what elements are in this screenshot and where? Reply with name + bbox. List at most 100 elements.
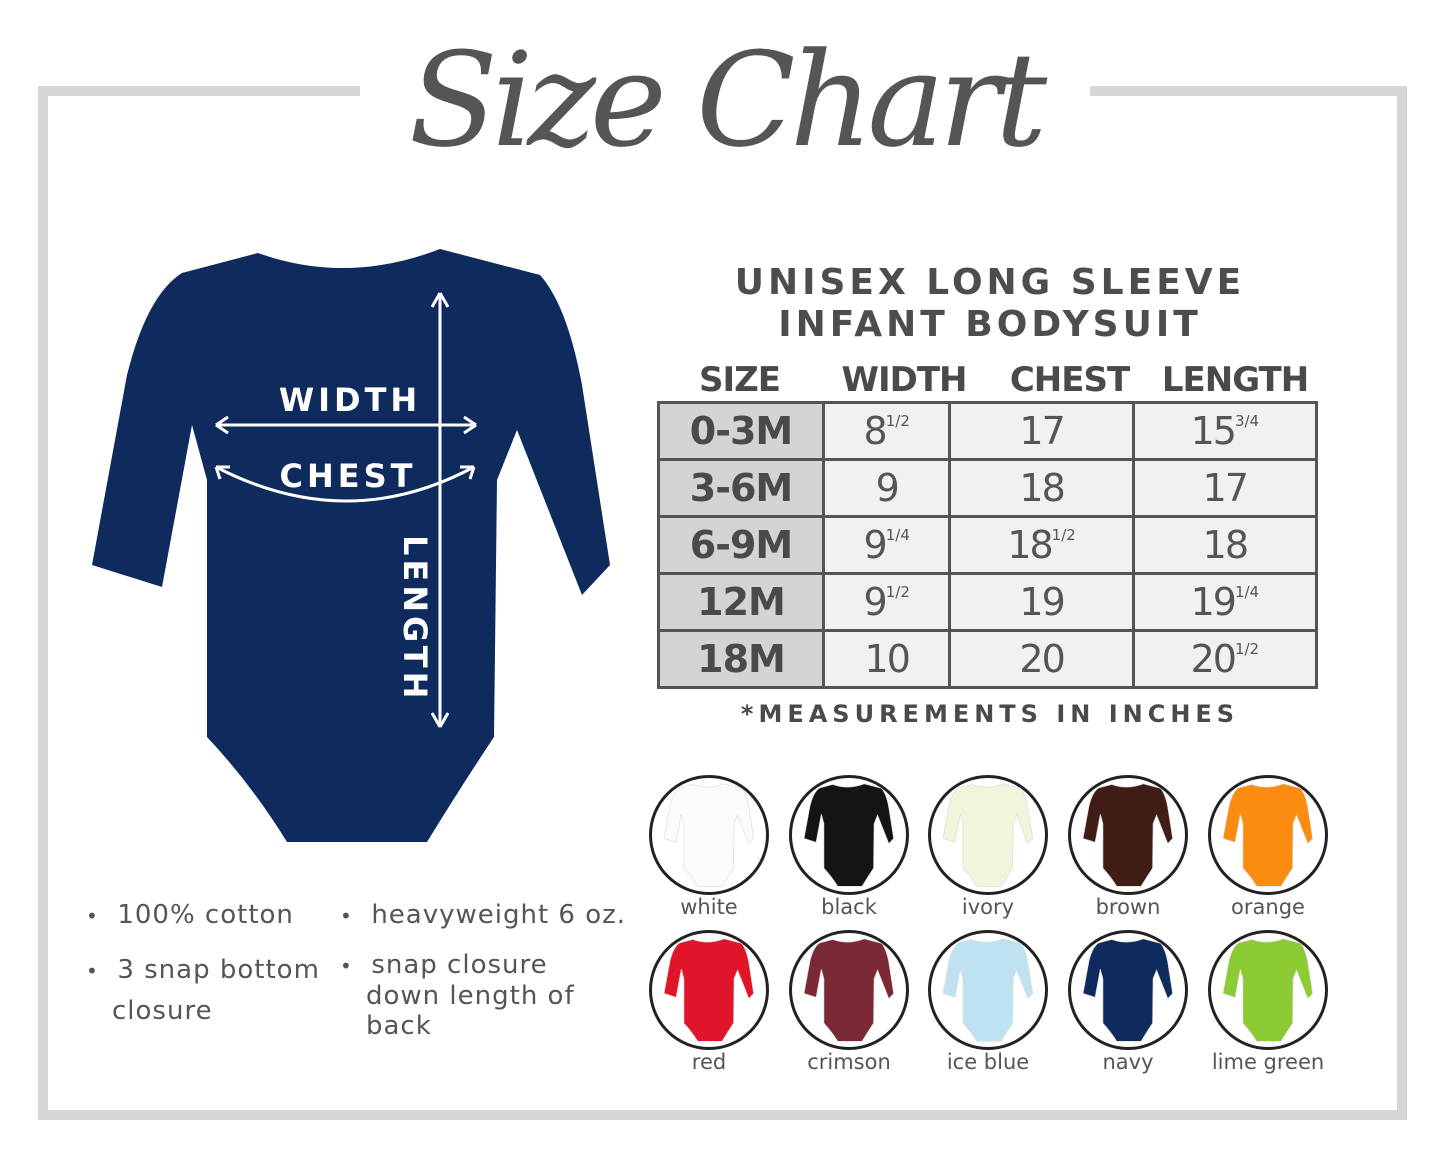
cell-value: 20 xyxy=(1019,637,1065,681)
measurement-note: *MEASUREMENTS IN INCHES xyxy=(740,700,1240,728)
swatch-crimson[interactable] xyxy=(789,930,909,1050)
bodysuit-icon xyxy=(1223,783,1313,887)
cell-value: 15 xyxy=(1190,409,1237,453)
cell-value: 18 xyxy=(1019,466,1065,510)
swatch-label: ivory xyxy=(961,895,1015,919)
swatch-ivory[interactable] xyxy=(928,775,1048,895)
bodysuit-icon xyxy=(1083,783,1173,887)
feature-1: • 100% cotton xyxy=(86,900,294,930)
cell-length: 201/2 xyxy=(1131,629,1319,689)
cell-value: 20 xyxy=(1190,637,1237,681)
swatch-label: brown xyxy=(1095,895,1161,919)
swatch-white[interactable] xyxy=(649,775,769,895)
cell-value: 10 xyxy=(864,637,911,681)
header-width: WIDTH xyxy=(841,360,967,400)
cell-value: 9 xyxy=(863,580,888,624)
cell-value: 17 xyxy=(1202,466,1249,510)
feature-text: heavyweight 6 oz. xyxy=(371,900,627,930)
cell-width: 91/4 xyxy=(821,515,952,575)
width-label: WIDTH xyxy=(279,381,421,419)
feature-text: snap closure down length of back xyxy=(366,950,575,1041)
cell-fraction: 3/4 xyxy=(1234,412,1260,430)
swatch-label: orange xyxy=(1231,895,1305,919)
bodysuit-shape xyxy=(92,249,610,842)
cell-size: 0-3M xyxy=(657,401,825,461)
swatch-ice-blue[interactable] xyxy=(928,930,1048,1050)
cell-width: 10 xyxy=(821,629,952,689)
swatch-label: ice blue xyxy=(946,1050,1030,1074)
cell-value: 17 xyxy=(1019,409,1065,453)
swatch-label: crimson xyxy=(807,1050,891,1074)
page-title: Size Chart xyxy=(408,24,1047,176)
measurement-arrows xyxy=(214,292,477,728)
cell-chest: 19 xyxy=(948,572,1135,632)
cell-length: 153/4 xyxy=(1131,401,1319,461)
feature-text: 100% cotton xyxy=(117,900,294,930)
bodysuit-icon xyxy=(804,938,894,1042)
cell-length: 191/4 xyxy=(1131,572,1319,632)
cell-value: 18 xyxy=(1202,523,1249,567)
bodysuit-icon xyxy=(943,938,1033,1042)
feature-3: • 3 snap bottom closure xyxy=(86,955,320,1026)
bodysuit-icon xyxy=(1223,938,1313,1042)
length-label: LENGTH xyxy=(396,535,434,702)
header-length: LENGTH xyxy=(1161,360,1309,400)
cell-value: 18 xyxy=(1007,523,1053,567)
feature-2: • heavyweight 6 oz. xyxy=(340,900,627,930)
swatch-navy[interactable] xyxy=(1068,930,1188,1050)
product-title-line1: UNISEX LONG SLEEVE xyxy=(734,262,1246,303)
cell-width: 91/2 xyxy=(821,572,952,632)
cell-fraction: 1/2 xyxy=(1051,526,1076,544)
header-chest: CHEST xyxy=(1009,360,1130,400)
cell-width: 9 xyxy=(821,458,952,518)
swatch-label: navy xyxy=(1102,1050,1154,1074)
cell-size: 18M xyxy=(657,629,825,689)
bodysuit-icon xyxy=(664,783,754,887)
cell-length: 17 xyxy=(1131,458,1319,518)
bodysuit-diagram: WIDTH CHEST LENGTH xyxy=(92,249,610,842)
table-row: 0-3M 81/2 17 153/4 xyxy=(657,401,1319,461)
bodysuit-icon xyxy=(943,783,1033,887)
cell-fraction: 1/2 xyxy=(885,583,910,601)
swatch-orange[interactable] xyxy=(1208,775,1328,895)
cell-chest: 18 xyxy=(948,458,1135,518)
swatch-label: black xyxy=(821,895,877,919)
cell-size: 6-9M xyxy=(657,515,825,575)
cell-fraction: 1/2 xyxy=(885,412,910,430)
table-row: 6-9M 91/4 181/2 18 xyxy=(657,515,1319,575)
swatch-label: white xyxy=(680,895,738,919)
chest-label: CHEST xyxy=(280,457,417,495)
cell-value: 19 xyxy=(1019,580,1065,624)
chest-arrow xyxy=(215,465,475,503)
product-title-line2: INFANT BODYSUIT xyxy=(778,304,1202,345)
title-gap xyxy=(360,80,1090,104)
cell-fraction: 1/4 xyxy=(885,526,910,544)
header-size: SIZE xyxy=(698,360,781,400)
feature-text: 3 snap bottom closure xyxy=(112,955,320,1026)
swatch-black[interactable] xyxy=(789,775,909,895)
swatch-red[interactable] xyxy=(649,930,769,1050)
cell-length: 18 xyxy=(1131,515,1319,575)
cell-size: 3-6M xyxy=(657,458,825,518)
cell-chest: 181/2 xyxy=(948,515,1135,575)
swatch-brown[interactable] xyxy=(1068,775,1188,895)
bodysuit-icon xyxy=(804,783,894,887)
cell-size: 12M xyxy=(657,572,825,632)
swatch-lime-green[interactable] xyxy=(1208,930,1328,1050)
cell-value: 9 xyxy=(875,466,900,510)
swatch-label: red xyxy=(691,1050,727,1074)
cell-width: 81/2 xyxy=(821,401,952,461)
cell-chest: 17 xyxy=(948,401,1135,461)
cell-value: 19 xyxy=(1190,580,1237,624)
swatch-label: lime green xyxy=(1211,1050,1325,1074)
cell-fraction: 1/2 xyxy=(1234,640,1260,658)
bodysuit-icon xyxy=(1083,938,1173,1042)
table-row: 12M 91/2 19 191/4 xyxy=(657,572,1319,632)
size-table: 0-3M 81/2 17 153/4 3-6M 9 18 17 6-9M 91/4 181/2 18 1… xyxy=(657,401,1319,689)
cell-value: 9 xyxy=(863,523,888,567)
table-row: 3-6M 9 18 17 xyxy=(657,458,1319,518)
cell-fraction: 1/4 xyxy=(1234,583,1260,601)
feature-4: • snap closure down length of back xyxy=(340,950,575,1041)
table-row: 18M 10 20 201/2 xyxy=(657,629,1319,689)
bodysuit-icon xyxy=(664,938,754,1042)
